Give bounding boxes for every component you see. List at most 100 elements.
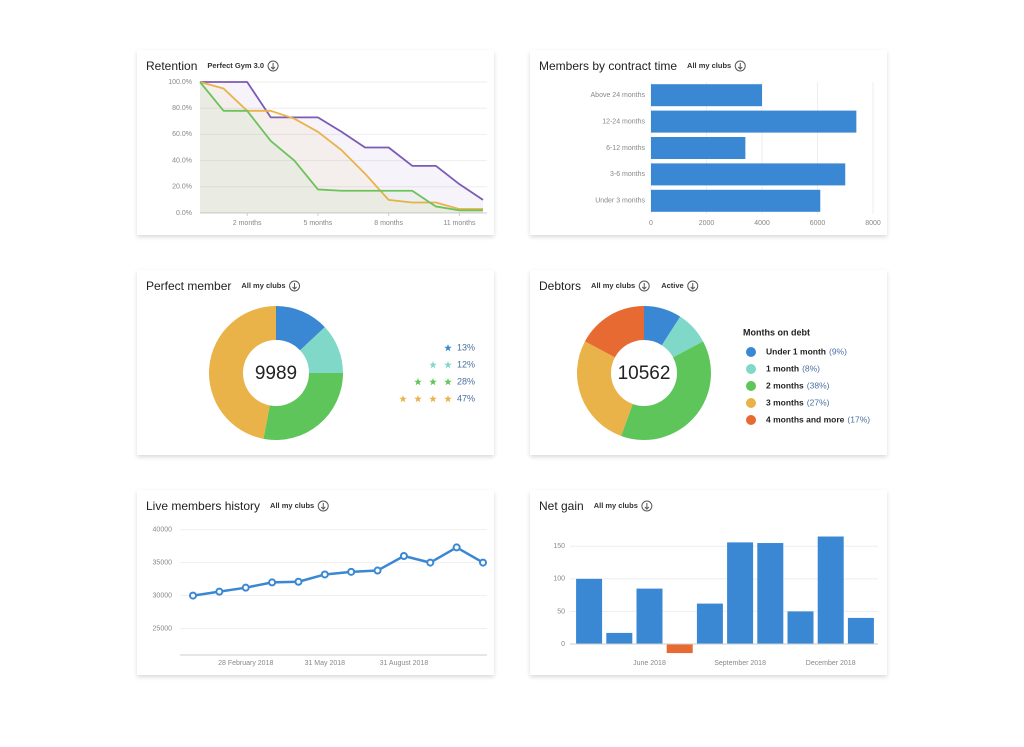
star: [444, 361, 452, 369]
y-tick-label: 3-6 months: [610, 171, 646, 178]
filter-dropdown[interactable]: Active: [661, 281, 684, 290]
x-tick-label: 2 months: [233, 220, 262, 227]
point: [294, 577, 303, 586]
bar: [696, 603, 723, 644]
point: [399, 552, 408, 560]
x-tick-label: 8 months: [374, 220, 403, 227]
x-tick-label: 28 February 2018: [218, 660, 273, 667]
legend-value: (27%): [807, 397, 830, 407]
legend-value: 12%: [457, 359, 475, 369]
donut-segment: [584, 306, 644, 358]
donut-segment: [276, 306, 325, 351]
filter-dropdown[interactable]: All my clubs: [594, 501, 638, 510]
point: [373, 566, 382, 575]
y-tick-label: 20.0%: [172, 184, 192, 191]
point: [241, 583, 250, 592]
dropdown-icon: [320, 503, 326, 510]
star: [444, 378, 452, 386]
y-tick-label: 12-24 months: [602, 118, 645, 125]
x-tick-label: 5 months: [304, 220, 333, 227]
filter-dropdown[interactable]: All my clubs: [687, 61, 731, 70]
point: [426, 558, 435, 567]
legend-marker: [746, 347, 756, 357]
dropdown-icon: [638, 280, 650, 292]
y-tick-label: 60.0%: [172, 131, 192, 138]
donut-total: 9989: [255, 363, 297, 384]
card-title: Perfect member: [146, 279, 231, 293]
dropdown-icon: [289, 280, 301, 292]
x-tick-label: June 2018: [633, 660, 666, 667]
dropdown-icon: [641, 500, 653, 512]
legend-label: Under 1 month: [766, 346, 826, 356]
y-tick-label: 150: [553, 543, 565, 550]
dropdown-icon: [734, 60, 746, 72]
star: [444, 395, 452, 403]
x-tick-label: 0: [649, 220, 653, 227]
x-tick-label: 31 May 2018: [305, 660, 346, 667]
filter-dropdown[interactable]: All my clubs: [591, 281, 635, 290]
bar: [606, 632, 633, 644]
legend-marker: [746, 398, 756, 408]
bar: [651, 110, 857, 133]
donut-segment: [263, 373, 343, 440]
y-tick-label: 6-12 months: [606, 145, 645, 152]
legend-marker: [746, 364, 756, 374]
point: [189, 591, 197, 600]
bar: [636, 588, 663, 644]
bar: [787, 611, 814, 644]
bar: [651, 163, 846, 186]
bar: [651, 137, 746, 159]
card-title: Retention: [146, 59, 197, 73]
donut-segment: [209, 306, 276, 439]
y-tick-label: 35000: [153, 559, 173, 566]
star: [429, 361, 437, 369]
y-tick-label: 40.0%: [172, 157, 192, 164]
y-tick-label: 40000: [153, 526, 173, 533]
y-tick-label: 0.0%: [176, 210, 192, 217]
y-tick-label: 30000: [153, 592, 173, 599]
star: [414, 378, 422, 386]
donut-segment: [577, 341, 633, 436]
y-tick-label: 50: [557, 608, 565, 615]
x-tick-label: 4000: [754, 220, 770, 227]
legend-label: 2 months: [766, 380, 804, 390]
filter-dropdown[interactable]: Perfect Gym 3.0: [207, 61, 264, 70]
series-area: [200, 82, 483, 213]
legend-value: (38%): [807, 380, 830, 390]
dropdown-icon: [690, 283, 696, 290]
card-title: Debtors: [539, 279, 581, 293]
dropdown-icon: [737, 63, 743, 70]
y-tick-label: 25000: [153, 625, 173, 632]
y-tick-label: Under 3 months: [595, 198, 645, 205]
point: [452, 543, 461, 552]
star: [399, 395, 407, 403]
star: [414, 395, 422, 403]
bar: [847, 617, 874, 644]
card-title: Live members history: [146, 499, 260, 513]
legend-label: 1 month: [766, 363, 799, 373]
filter-dropdown[interactable]: All my clubs: [270, 501, 314, 510]
donut-total: 10562: [618, 363, 671, 384]
legend-value: 47%: [457, 393, 475, 403]
x-tick-label: 31 August 2018: [380, 660, 429, 667]
point: [479, 558, 487, 567]
point: [320, 570, 329, 579]
donut-segment: [621, 341, 711, 440]
series-line: [199, 81, 483, 212]
point: [347, 567, 356, 576]
x-tick-label: 8000: [865, 220, 881, 227]
legend-label: 3 months: [766, 397, 804, 407]
bar: [651, 84, 762, 107]
filter-dropdown[interactable]: All my clubs: [241, 281, 285, 290]
dropdown-icon: [687, 280, 699, 292]
card-title: Members by contract time: [539, 59, 677, 73]
legend-label: 4 months and more: [766, 414, 845, 424]
card: [137, 490, 494, 675]
star: [444, 344, 452, 352]
legend-marker: [746, 381, 756, 391]
series-line: [192, 546, 484, 597]
y-tick-label: 80.0%: [172, 105, 192, 112]
star-rating: [429, 361, 452, 369]
legend-value: 28%: [457, 376, 475, 386]
